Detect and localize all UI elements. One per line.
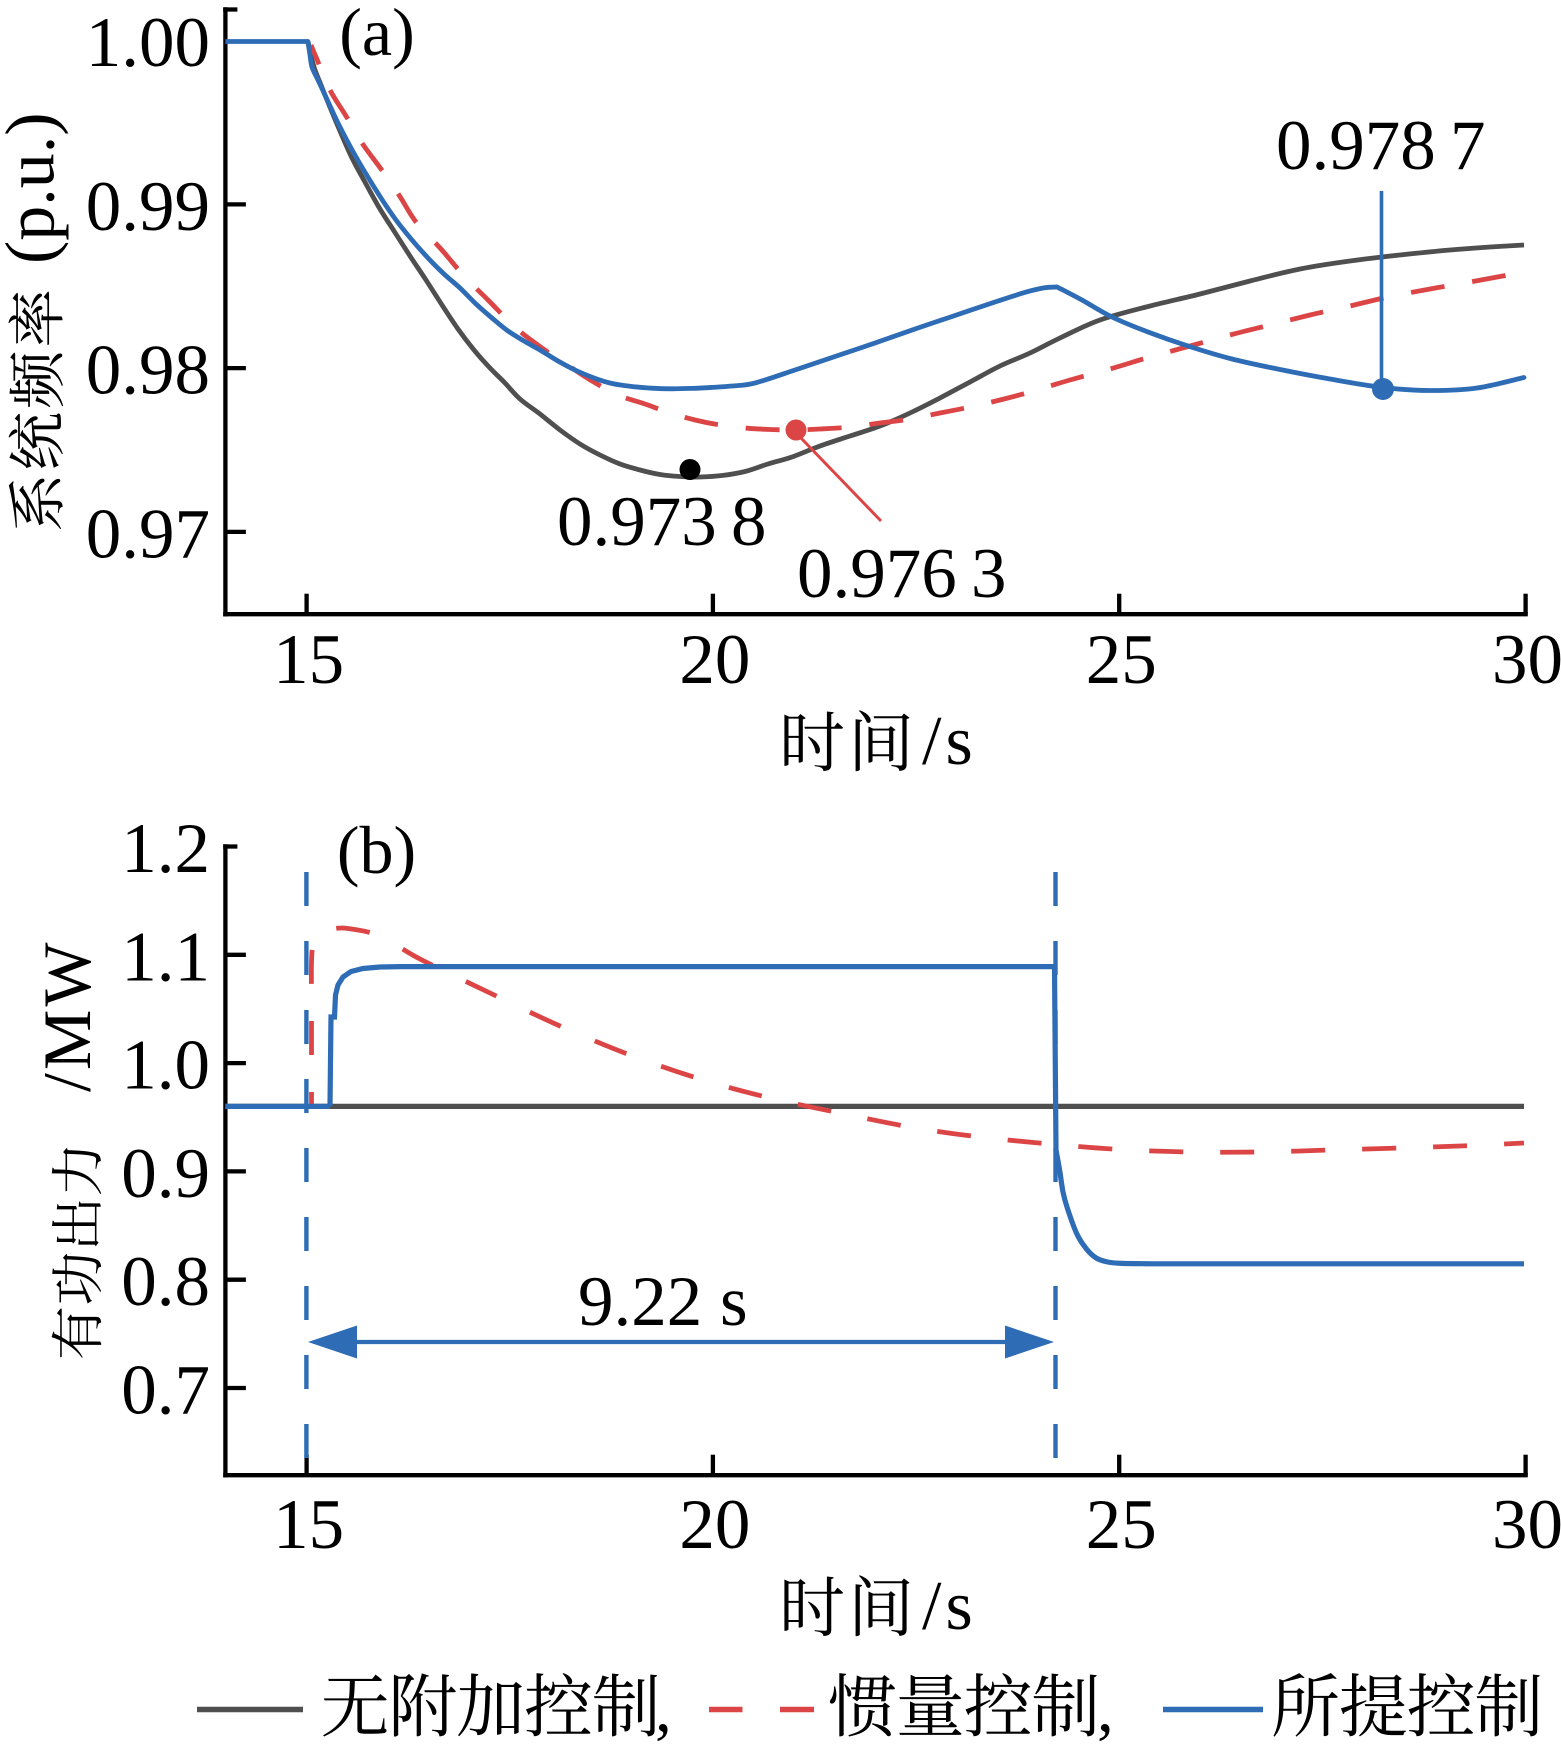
svg-text:20: 20	[679, 1486, 750, 1564]
svg-text:1.2: 1.2	[121, 810, 210, 888]
svg-text:(a): (a)	[339, 0, 414, 70]
svg-text:0.978 7: 0.978 7	[1276, 107, 1485, 185]
svg-text:30: 30	[1492, 1486, 1561, 1564]
svg-text:0.9: 0.9	[121, 1135, 210, 1213]
svg-text:1.00: 1.00	[86, 4, 210, 82]
svg-text:,: ,	[655, 1672, 672, 1746]
svg-text:0.97: 0.97	[86, 495, 210, 573]
svg-text:15: 15	[273, 621, 344, 699]
svg-text:9.22 s: 9.22 s	[578, 1263, 748, 1341]
svg-text:25: 25	[1086, 621, 1157, 699]
svg-text:0.98: 0.98	[86, 332, 210, 410]
svg-text:0.8: 0.8	[121, 1243, 210, 1321]
svg-text:/s: /s	[922, 1568, 977, 1645]
svg-text:0.7: 0.7	[121, 1352, 210, 1430]
svg-text:(b): (b)	[337, 812, 416, 888]
svg-text:/s: /s	[922, 703, 977, 780]
svg-text:0.973 8: 0.973 8	[557, 483, 766, 561]
svg-text:/MW: /MW	[29, 939, 105, 1092]
svg-text:20: 20	[679, 621, 750, 699]
svg-text:25: 25	[1086, 1486, 1157, 1564]
svg-text:,: ,	[1097, 1672, 1114, 1746]
svg-text:0.99: 0.99	[86, 168, 210, 246]
svg-text:(p.u.): (p.u.)	[0, 112, 70, 264]
svg-text:0.976 3: 0.976 3	[797, 535, 1006, 613]
svg-text:30: 30	[1492, 621, 1561, 699]
svg-text:1.1: 1.1	[121, 918, 210, 996]
svg-text:1.0: 1.0	[121, 1027, 210, 1105]
svg-text:15: 15	[273, 1486, 344, 1564]
